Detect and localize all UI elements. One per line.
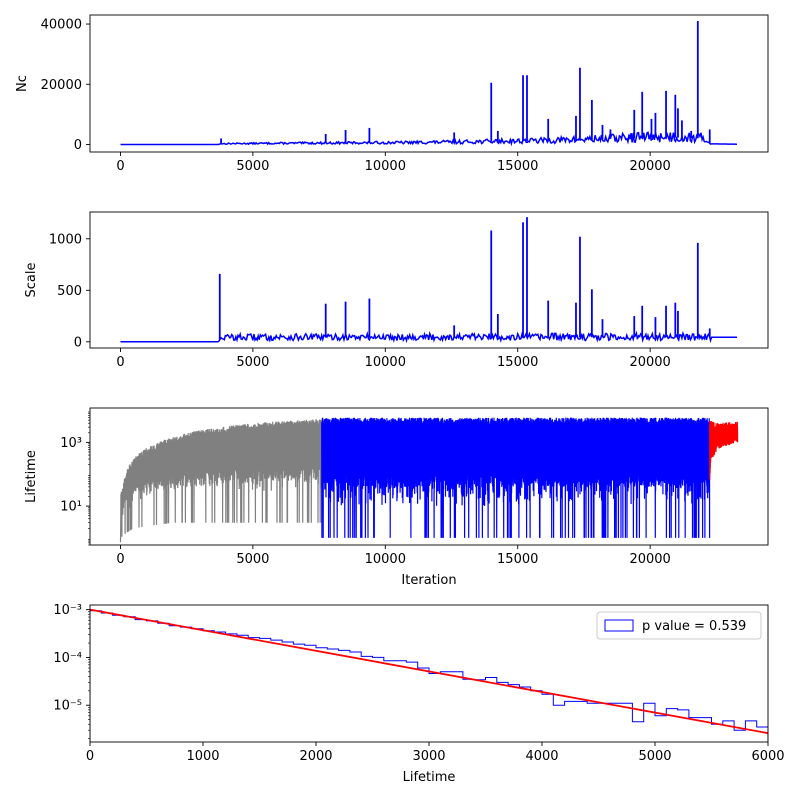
- y-tick-label: 10⁻⁵: [53, 699, 82, 714]
- legend-frame: [596, 611, 762, 640]
- x-tick-label: 15000: [497, 355, 538, 370]
- x-tick-label: 20000: [629, 159, 670, 174]
- series-lifetime-3: [709, 420, 739, 480]
- y-tick-label: 10³: [60, 436, 82, 451]
- chart-panel-2: 0 5000 10000 15000 20000 0 500 1000 Scale: [24, 211, 769, 370]
- y-axis-label: Nc: [15, 75, 30, 92]
- y-tick-label: 500: [57, 284, 82, 299]
- plot-area: [119, 417, 739, 543]
- x-tick-label: 20000: [629, 552, 670, 567]
- chart-panel-1: 0 5000 10000 15000 20000 0 20000 40000 Nc: [15, 14, 769, 174]
- plot-area: [120, 217, 737, 344]
- x-tick-label: 5000: [638, 749, 671, 764]
- x-tick-label: 1000: [186, 749, 219, 764]
- x-tick-label: 6000: [751, 749, 784, 764]
- x-tick-label: 5000: [236, 552, 269, 567]
- y-axis-label: Lifetime: [24, 450, 39, 503]
- y-tick-label: 0: [74, 335, 82, 350]
- y-tick-label: 40000: [41, 18, 82, 33]
- x-tick-label: 2000: [299, 749, 332, 764]
- series-line: [120, 330, 737, 344]
- fit-line: [90, 608, 768, 735]
- axes-frame: [89, 407, 769, 546]
- x-tick-label: 10000: [365, 552, 406, 567]
- series-lifetime-1: [119, 419, 323, 543]
- x-tick-label: 15000: [497, 159, 538, 174]
- x-tick-label: 10000: [365, 159, 406, 174]
- x-tick-label: 0: [116, 355, 124, 370]
- x-tick-label: 0: [86, 749, 94, 764]
- axes-frame: [89, 211, 769, 349]
- legend-swatch: [604, 619, 634, 632]
- y-tick-label: 0: [74, 138, 82, 153]
- plot-area: [90, 608, 768, 742]
- x-tick-label: 5000: [236, 355, 269, 370]
- x-tick-label: 0: [116, 159, 124, 174]
- y-tick-label: 10⁻³: [53, 603, 82, 618]
- series-lifetime-2: [321, 417, 711, 538]
- y-tick-label: 10¹: [60, 500, 82, 515]
- x-tick-label: 15000: [497, 552, 538, 567]
- legend: p value = 0.539: [596, 611, 762, 640]
- x-axis-label: Iteration: [401, 573, 456, 588]
- y-axis-label: Scale: [24, 263, 39, 298]
- legend-label: p value = 0.539: [642, 619, 746, 634]
- chart-panel-3: 0 5000 10000 15000 20000 10¹ 10³ Lifetime Iterat…: [24, 407, 769, 588]
- y-tick-label: 1000: [49, 232, 82, 247]
- x-tick-label: 4000: [525, 749, 558, 764]
- plot-area: [120, 21, 737, 147]
- chart-panel-4: 0 1000 2000 3000 4000 5000 6000 10⁻⁵ 10⁻⁴ 10⁻³ Lif…: [53, 603, 784, 785]
- x-axis-label: Lifetime: [403, 770, 456, 785]
- series-line: [120, 131, 737, 147]
- x-tick-label: 0: [116, 552, 124, 567]
- x-tick-label: 10000: [365, 355, 406, 370]
- y-tick-label: 20000: [41, 78, 82, 93]
- x-tick-label: 3000: [412, 749, 445, 764]
- axes-frame: [89, 14, 769, 153]
- x-tick-label: 5000: [236, 159, 269, 174]
- y-tick-label: 10⁻⁴: [53, 651, 82, 666]
- x-tick-label: 20000: [629, 355, 670, 370]
